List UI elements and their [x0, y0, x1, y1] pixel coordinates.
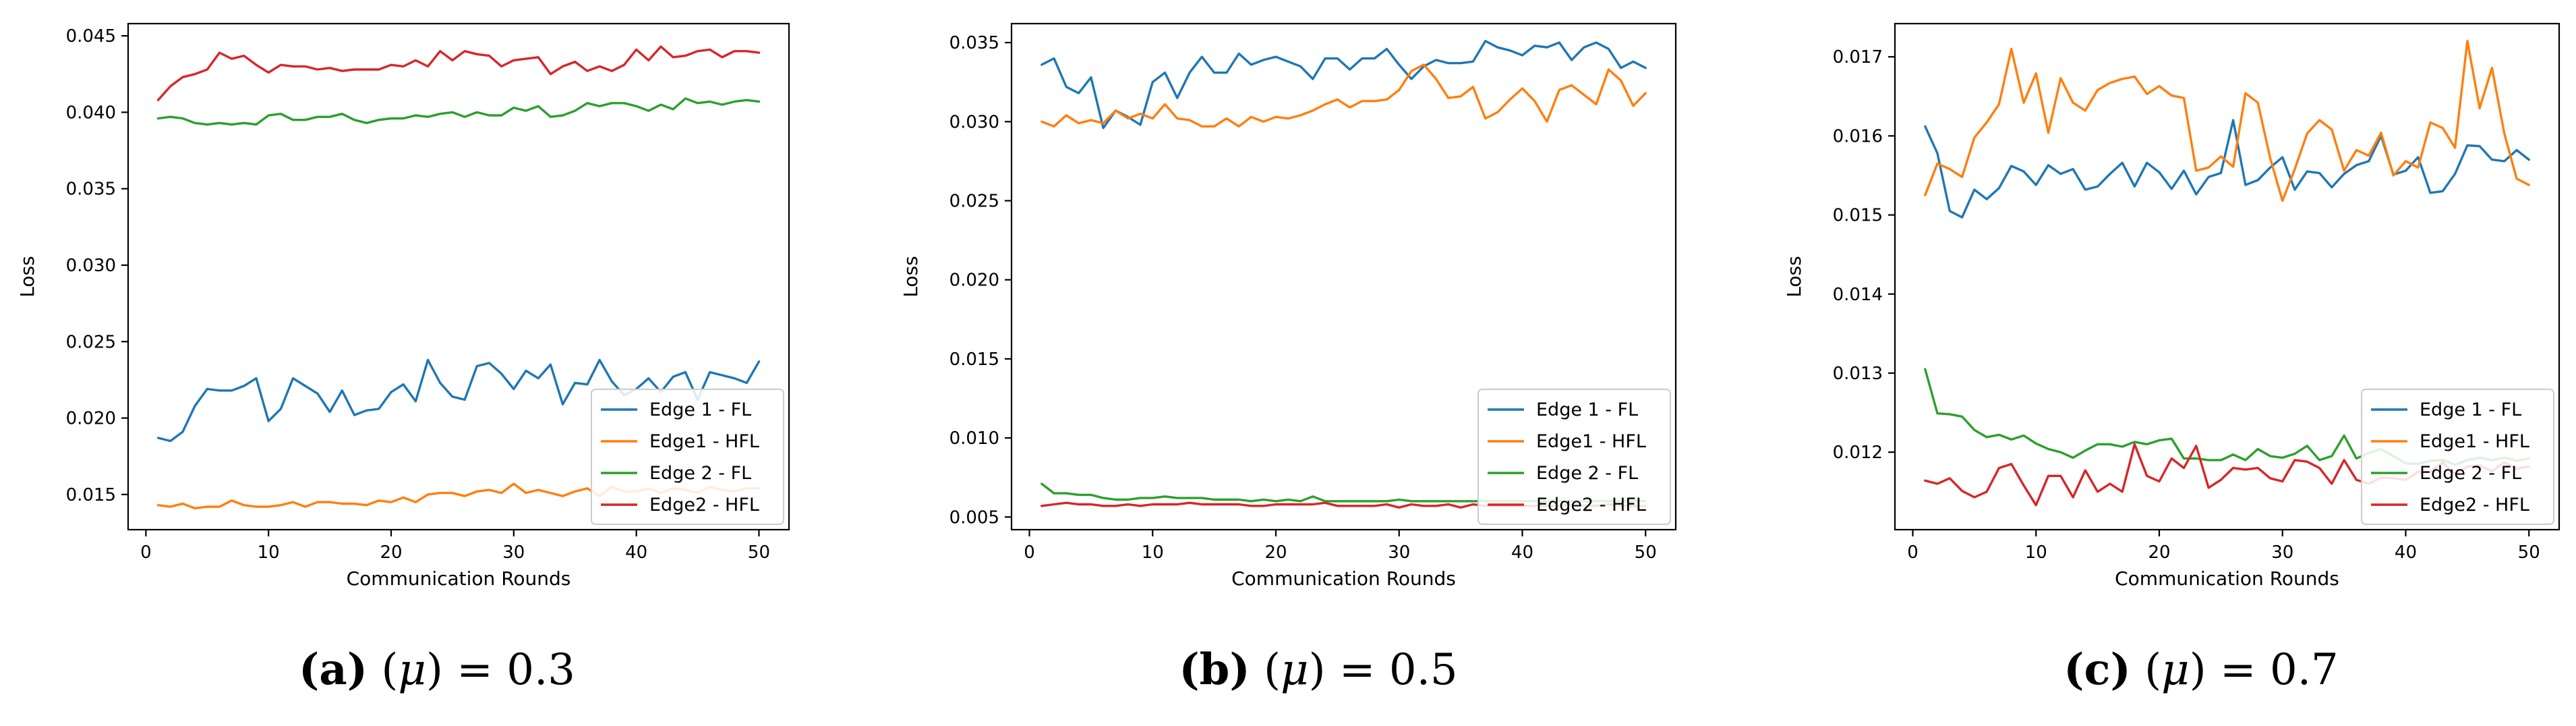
y-tick-label-c: 0.015 — [1833, 206, 1883, 226]
legend-label-edge-1-fl-c: Edge 1 - FL — [2420, 399, 2521, 420]
y-tick-label-b: 0.015 — [949, 350, 999, 370]
caption-c-symbol: μ — [2161, 645, 2190, 695]
x-tick-label-a: 40 — [625, 542, 647, 563]
x-axis-label-c: Communication Rounds — [2115, 567, 2339, 590]
legend-label-edge-1-fl-b: Edge 1 - FL — [1536, 399, 1638, 420]
legend-label-edge2-hfl-b: Edge2 - HFL — [1536, 495, 1646, 515]
x-tick-label-b: 50 — [1635, 542, 1657, 563]
x-tick-label-c: 10 — [2025, 542, 2047, 563]
x-tick-label-c: 50 — [2518, 542, 2540, 563]
y-tick-label-c: 0.012 — [1833, 443, 1883, 463]
y-tick-label-b: 0.020 — [949, 271, 999, 291]
legend-label-edge1-hfl-c: Edge1 - HFL — [2420, 431, 2529, 452]
caption-c-letter: (c) — [2063, 644, 2131, 695]
y-tick-label-a: 0.015 — [66, 485, 116, 505]
x-tick-label-a: 30 — [502, 542, 525, 563]
x-tick-label-c: 30 — [2271, 542, 2293, 563]
chart-panel-b: 0 10 20 30 40 50 0.005 0.010 0.015 0.020 0.025 0.03… — [900, 22, 1677, 590]
caption-b: (b) (μ) = 0.5 — [1179, 644, 1457, 695]
x-tick-label-c: 0 — [1907, 542, 1919, 563]
y-tick-label-c: 0.016 — [1833, 126, 1883, 146]
y-axis-label-a: Loss — [16, 256, 38, 297]
caption-a-value: ) = 0.3 — [426, 645, 575, 695]
series-line-edge-1-fl-c — [1924, 119, 2530, 219]
x-tick-label-c: 40 — [2395, 542, 2417, 563]
series-line-edge1-hfl-c — [1924, 40, 2530, 202]
x-tick-label-a: 10 — [258, 542, 280, 563]
series-line-edge-1-fl-b — [1041, 40, 1647, 130]
y-tick-label-a: 0.030 — [66, 256, 116, 276]
y-tick-label-b: 0.025 — [949, 192, 999, 212]
caption-a-open: ( — [381, 645, 399, 695]
x-tick-label-b: 40 — [1511, 542, 1533, 563]
y-tick-label-b: 0.030 — [949, 112, 999, 132]
x-tick-label-b: 20 — [1264, 542, 1287, 563]
legend-box-b — [1477, 389, 1671, 525]
y-tick-label-b: 0.010 — [949, 428, 999, 449]
y-tick-label-c: 0.017 — [1833, 47, 1883, 67]
x-tick-label-a: 50 — [748, 542, 770, 563]
legend-label-edge-2-fl-c: Edge 2 - FL — [2420, 463, 2521, 484]
x-tick-label-c: 20 — [2148, 542, 2170, 563]
y-tick-label-a: 0.035 — [66, 179, 116, 200]
y-tick-label-b: 0.035 — [949, 33, 999, 53]
caption-b-open: ( — [1264, 645, 1281, 695]
caption-c-open: ( — [2144, 645, 2162, 695]
plot-frame-b — [1010, 22, 1677, 531]
y-axis-label-b: Loss — [900, 256, 922, 297]
legend-c: Edge 1 - FL Edge1 - HFL Edge 2 - FL Edge2 -… — [2361, 389, 2554, 525]
legend-label-edge-1-fl-a: Edge 1 - FL — [649, 399, 751, 420]
x-axis-label-a: Communication Rounds — [347, 567, 571, 590]
legend-label-edge1-hfl-a: Edge1 - HFL — [649, 431, 759, 452]
legend-box-a — [591, 389, 784, 525]
caption-b-symbol: μ — [1280, 645, 1309, 695]
series-line-edge1-hfl-b — [1041, 63, 1647, 128]
series-line-edge2-hfl-a — [156, 45, 761, 102]
series-line-edge-2-fl-a — [156, 97, 761, 126]
caption-a-symbol: μ — [398, 645, 426, 695]
x-tick-label-b: 0 — [1024, 542, 1035, 563]
plot-frame-c — [1894, 22, 2560, 531]
caption-b-value: ) = 0.5 — [1308, 645, 1458, 695]
y-tick-label-a: 0.045 — [66, 26, 116, 47]
y-tick-label-c: 0.013 — [1833, 364, 1883, 384]
plot-frame-a — [127, 22, 790, 531]
x-tick-label-b: 30 — [1388, 542, 1410, 563]
legend-a: Edge 1 - FL Edge1 - HFL Edge 2 - FL Edge2 -… — [591, 389, 784, 525]
caption-c: (c) (μ) = 0.7 — [2063, 644, 2339, 695]
legend-box-c — [2361, 389, 2554, 525]
x-tick-label-a: 0 — [140, 542, 152, 563]
chart-panel-c: 0 10 20 30 40 50 0.012 0.013 0.014 0.015 0.016 0.01… — [1783, 22, 2560, 590]
y-tick-label-b: 0.005 — [949, 507, 999, 528]
legend-label-edge2-hfl-c: Edge2 - HFL — [2420, 495, 2529, 515]
caption-a-letter: (a) — [299, 644, 368, 695]
legend-label-edge-2-fl-b: Edge 2 - FL — [1536, 463, 1638, 484]
y-tick-label-a: 0.020 — [66, 409, 116, 429]
y-tick-label-c: 0.014 — [1833, 285, 1883, 305]
legend-label-edge2-hfl-a: Edge2 - HFL — [649, 495, 759, 515]
x-tick-label-a: 20 — [380, 542, 402, 563]
legend-b: Edge 1 - FL Edge1 - HFL Edge 2 - FL Edge2 -… — [1477, 389, 1671, 525]
legend-label-edge-2-fl-a: Edge 2 - FL — [649, 463, 751, 484]
x-axis-label-b: Communication Rounds — [1231, 567, 1456, 590]
caption-a: (a) (μ) = 0.3 — [299, 644, 575, 695]
legend-label-edge1-hfl-b: Edge1 - HFL — [1536, 431, 1646, 452]
caption-b-letter: (b) — [1179, 644, 1250, 695]
x-tick-label-b: 10 — [1142, 542, 1164, 563]
y-axis-label-c: Loss — [1783, 256, 1805, 297]
y-tick-label-a: 0.040 — [66, 103, 116, 123]
caption-c-value: ) = 0.7 — [2189, 645, 2339, 695]
y-tick-label-a: 0.025 — [66, 332, 116, 352]
chart-panel-a: 0 10 20 30 40 50 0.015 0.020 0.025 0.030 0.035 0.04… — [16, 22, 790, 590]
